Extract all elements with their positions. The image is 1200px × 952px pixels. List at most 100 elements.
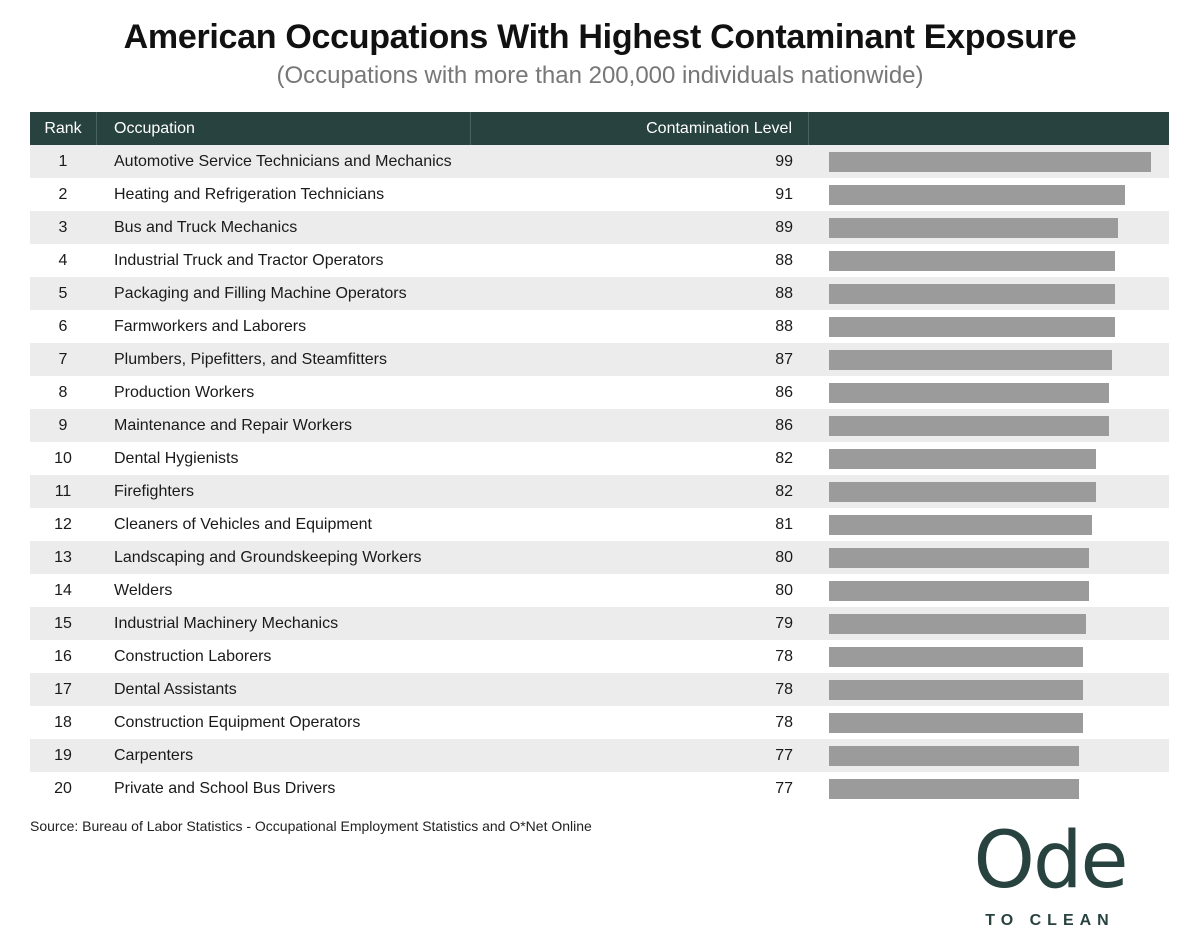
rank-cell: 20 — [54, 780, 72, 797]
occupation-cell: Farmworkers and Laborers — [114, 318, 307, 335]
occupation-cell: Maintenance and Repair Workers — [114, 417, 353, 434]
contamination-level-cell: 78 — [775, 681, 793, 698]
rank-cell: 8 — [58, 384, 68, 401]
table-row: 19 Carpenters 77 — [30, 739, 1169, 772]
contamination-level-cell: 77 — [775, 747, 793, 764]
contamination-level-cell: 80 — [775, 549, 793, 566]
contamination-bar — [829, 152, 1151, 172]
contamination-level-cell: 86 — [775, 384, 793, 401]
table-row: 6 Farmworkers and Laborers 88 — [30, 310, 1169, 343]
table-row: 1 Automotive Service Technicians and Mech… — [30, 145, 1169, 178]
contamination-level-cell: 80 — [775, 582, 793, 599]
contamination-bar — [829, 416, 1109, 436]
table-row: 14 Welders 80 — [30, 574, 1169, 607]
rank-cell: 3 — [58, 219, 68, 236]
occupation-cell: Industrial Truck and Tractor Operators — [114, 252, 384, 269]
contamination-level-cell: 88 — [775, 318, 793, 335]
rank-cell: 12 — [54, 516, 72, 533]
header-bar-column — [810, 112, 1169, 145]
occupation-cell: Bus and Truck Mechanics — [114, 219, 298, 236]
rank-cell: 16 — [54, 648, 72, 665]
rank-cell: 10 — [54, 450, 72, 467]
contamination-bar — [829, 482, 1096, 502]
contamination-level-cell: 82 — [775, 450, 793, 467]
contamination-level-cell: 78 — [775, 714, 793, 731]
occupation-cell: Dental Assistants — [114, 681, 237, 698]
contamination-level-cell: 87 — [775, 351, 793, 368]
table-row: 9 Maintenance and Repair Workers 86 — [30, 409, 1169, 442]
contamination-bar — [829, 515, 1093, 535]
table-row: 20 Private and School Bus Drivers 77 — [30, 772, 1169, 805]
rank-cell: 5 — [58, 285, 68, 302]
occupation-cell: Production Workers — [114, 384, 255, 401]
contamination-level-cell: 82 — [775, 483, 793, 500]
contamination-bar — [829, 383, 1109, 403]
occupation-cell: Cleaners of Vehicles and Equipment — [114, 516, 372, 533]
occupation-cell: Heating and Refrigeration Technicians — [114, 186, 385, 203]
rank-cell: 9 — [58, 417, 68, 434]
contamination-level-cell: 89 — [775, 219, 793, 236]
occupation-cell: Plumbers, Pipefitters, and Steamfitters — [114, 351, 387, 368]
table-row: 18 Construction Equipment Operators 78 — [30, 706, 1169, 739]
table-body: 1 Automotive Service Technicians and Mech… — [30, 145, 1169, 805]
chart-title: American Occupations With Highest Contam… — [123, 18, 1077, 56]
table-row: 2 Heating and Refrigeration Technicians 91 — [30, 178, 1169, 211]
logo-wordmark: Ode — [973, 816, 1129, 906]
table-header: Rank Occupation Contamination Level — [30, 112, 1169, 145]
occupation-cell: Construction Equipment Operators — [114, 714, 361, 731]
rank-cell: 17 — [54, 681, 72, 698]
ranking-table: Rank Occupation Contamination Level 1 Aut… — [30, 112, 1169, 805]
contamination-level-cell: 81 — [775, 516, 793, 533]
contamination-bar — [829, 350, 1112, 370]
table-row: 7 Plumbers, Pipefitters, and Steamfitters… — [30, 343, 1169, 376]
table-row: 8 Production Workers 86 — [30, 376, 1169, 409]
contamination-level-cell: 99 — [775, 153, 793, 170]
occupation-cell: Carpenters — [114, 747, 194, 764]
contamination-bar — [829, 647, 1083, 667]
contamination-bar — [829, 218, 1119, 238]
table-row: 17 Dental Assistants 78 — [30, 673, 1169, 706]
table-row: 4 Industrial Truck and Tractor Operators 8… — [30, 244, 1169, 277]
occupation-cell: Dental Hygienists — [114, 450, 239, 467]
source-note: Source: Bureau of Labor Statistics - Occ… — [30, 818, 592, 834]
contamination-level-cell: 88 — [775, 252, 793, 269]
contamination-bar — [829, 779, 1080, 799]
rank-cell: 14 — [54, 582, 72, 599]
occupation-cell: Firefighters — [114, 483, 195, 500]
contamination-level-cell: 86 — [775, 417, 793, 434]
rank-cell: 4 — [58, 252, 68, 269]
contamination-bar — [829, 548, 1089, 568]
rank-cell: 1 — [58, 153, 68, 170]
table-row: 15 Industrial Machinery Mechanics 79 — [30, 607, 1169, 640]
contamination-bar — [829, 251, 1115, 271]
header-contamination-level: Contamination Level — [453, 112, 809, 145]
contamination-level-cell: 78 — [775, 648, 793, 665]
occupation-cell: Landscaping and Groundskeeping Workers — [114, 549, 422, 566]
table-row: 5 Packaging and Filling Machine Operators… — [30, 277, 1169, 310]
contamination-bar — [829, 185, 1125, 205]
header-rank: Rank — [30, 112, 97, 145]
rank-cell: 11 — [54, 483, 72, 500]
contamination-bar — [829, 746, 1080, 766]
table-row: 3 Bus and Truck Mechanics 89 — [30, 211, 1169, 244]
logo-tagline: TO CLEAN — [985, 912, 1115, 929]
contamination-bar — [829, 284, 1115, 304]
header-occupation: Occupation — [96, 112, 471, 145]
table-row: 11 Firefighters 82 — [30, 475, 1169, 508]
contamination-level-cell: 77 — [775, 780, 793, 797]
rank-cell: 6 — [58, 318, 68, 335]
occupation-cell: Welders — [114, 582, 173, 599]
occupation-cell: Packaging and Filling Machine Operators — [114, 285, 407, 302]
contamination-bar — [829, 614, 1086, 634]
contamination-bar — [829, 317, 1115, 337]
rank-cell: 18 — [54, 714, 72, 731]
rank-cell: 13 — [54, 549, 72, 566]
rank-cell: 2 — [58, 186, 68, 203]
contamination-level-cell: 79 — [775, 615, 793, 632]
chart-subtitle: (Occupations with more than 200,000 indi… — [276, 62, 924, 89]
contamination-bar — [829, 713, 1083, 733]
ode-to-clean-logo: Ode TO CLEAN — [960, 818, 1140, 938]
contamination-bar — [829, 449, 1096, 469]
occupation-cell: Private and School Bus Drivers — [114, 780, 336, 797]
contamination-bar — [829, 581, 1089, 601]
